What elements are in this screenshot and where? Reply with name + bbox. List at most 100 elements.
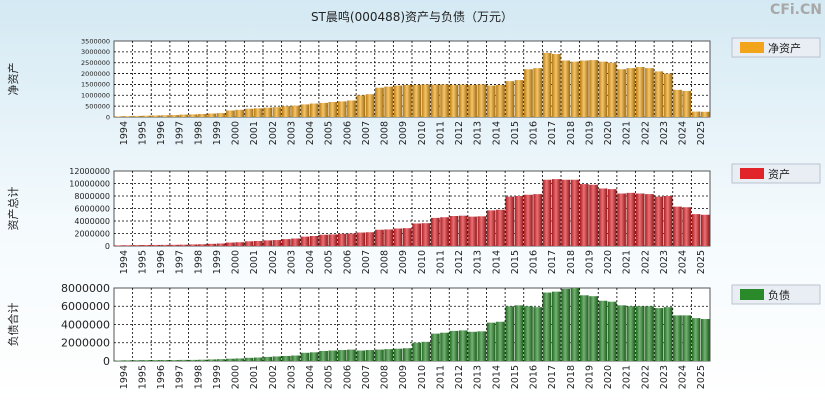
x-tick-label: 2008 [380, 250, 391, 274]
x-tick-label: 2004 [305, 365, 316, 389]
x-tick-label: 1996 [156, 250, 167, 274]
bar-1997-1 [170, 360, 179, 361]
bar-2008-2 [384, 349, 394, 361]
x-tick-label: 2014 [491, 365, 502, 389]
bar-2002-1 [263, 356, 273, 361]
y-tick-label: 2000000 [61, 337, 110, 350]
bar-2014-2 [496, 209, 505, 246]
x-tick-label: 2001 [249, 121, 260, 145]
bar-2009-2 [402, 228, 412, 246]
y-tick-label: 6000000 [74, 204, 110, 213]
y-tick-label: 0 [105, 242, 110, 251]
bar-2006-1 [337, 101, 347, 117]
x-tick-label: 2018 [566, 121, 577, 145]
bar-1995-1 [132, 115, 142, 117]
x-tick-label: 2014 [491, 121, 502, 145]
bar-2017-2 [551, 54, 561, 117]
bar-2011-1 [430, 333, 440, 361]
bar-2004-1 [300, 236, 310, 246]
bar-2015-1 [505, 81, 515, 117]
bar-2022-2 [645, 68, 654, 117]
y-tick-label: 1000000 [81, 92, 110, 100]
bar-1996-2 [160, 115, 170, 117]
x-tick-label: 2013 [473, 365, 484, 389]
bar-2000-2 [235, 242, 245, 246]
x-tick-label: 1998 [193, 121, 204, 145]
bar-2013-2 [477, 84, 487, 117]
bar-1997-2 [179, 114, 189, 117]
x-tick-label: 2013 [473, 250, 484, 274]
x-tick-label: 2023 [659, 250, 670, 274]
bar-2018-2 [570, 61, 580, 117]
x-tick-label: 1995 [137, 250, 148, 274]
x-tick-label: 2024 [678, 365, 689, 389]
bar-2006-2 [347, 233, 356, 246]
x-tick-label: 1998 [193, 365, 204, 389]
watermark: CFi.CN [770, 2, 822, 18]
bar-2000-2 [235, 109, 245, 117]
x-tick-label: 2016 [529, 250, 540, 274]
bar-2005-1 [319, 234, 328, 246]
x-tick-label: 2004 [305, 250, 316, 274]
bar-1995-2 [142, 245, 151, 246]
x-tick-label: 2005 [324, 121, 335, 145]
y-axis-label: 净资产 [6, 63, 20, 96]
bar-2020-1 [598, 300, 608, 361]
x-tick-label: 1996 [156, 121, 167, 145]
bar-2004-2 [309, 352, 319, 361]
x-tick-label: 2022 [640, 121, 651, 145]
y-tick-label: 8000000 [74, 192, 110, 201]
bar-2023-2 [663, 73, 673, 117]
bar-2013-1 [468, 84, 477, 117]
bar-2017-1 [542, 52, 552, 117]
x-tick-label: 2019 [584, 365, 595, 389]
bar-1997-1 [170, 115, 179, 117]
bar-1994-1 [114, 245, 124, 246]
x-tick-label: 2017 [547, 365, 558, 389]
bar-2007-1 [356, 350, 366, 361]
y-tick-label: 0 [103, 355, 110, 368]
bar-2003-2 [291, 355, 300, 361]
bar-2012-1 [449, 216, 459, 246]
x-tick-label: 2022 [640, 250, 651, 274]
x-tick-label: 2017 [547, 250, 558, 274]
x-tick-label: 2009 [398, 365, 409, 389]
bar-2025-1 [691, 111, 701, 117]
bar-2007-2 [365, 350, 375, 361]
x-tick-label: 2016 [529, 121, 540, 145]
y-tick-label: 10000000 [69, 179, 110, 188]
bar-1994-1 [114, 360, 124, 361]
bar-1994-2 [123, 245, 133, 246]
bar-1999-1 [207, 243, 217, 246]
x-tick-label: 2011 [435, 121, 446, 145]
bar-2021-2 [626, 192, 636, 246]
bar-2015-2 [514, 80, 524, 117]
x-tick-label: 1996 [156, 365, 167, 389]
bar-2022-1 [635, 67, 645, 117]
legend-label: 负债 [768, 288, 790, 302]
bar-2024-2 [682, 315, 692, 361]
bar-2011-2 [440, 217, 449, 246]
bar-2011-1 [430, 217, 440, 246]
bar-2019-2 [589, 60, 598, 117]
bar-2012-1 [449, 330, 459, 361]
bar-2004-2 [309, 103, 319, 117]
bar-2017-2 [551, 291, 561, 361]
x-tick-label: 2000 [231, 121, 242, 145]
bar-2004-1 [300, 104, 310, 117]
bar-2023-1 [654, 196, 664, 246]
bar-1998-1 [188, 244, 198, 246]
bar-2005-2 [328, 234, 338, 246]
bar-2015-1 [505, 306, 515, 361]
bar-2008-1 [375, 87, 384, 117]
bar-1999-2 [216, 359, 226, 361]
bar-2003-1 [281, 239, 291, 246]
x-tick-label: 2021 [622, 250, 633, 274]
bar-2008-1 [375, 349, 384, 361]
bar-2024-1 [673, 206, 682, 246]
bar-2007-2 [365, 232, 375, 246]
y-tick-label: 0 [106, 113, 110, 121]
bar-1994-1 [114, 116, 124, 117]
bar-2011-2 [440, 332, 449, 361]
x-tick-label: 2025 [696, 250, 707, 274]
